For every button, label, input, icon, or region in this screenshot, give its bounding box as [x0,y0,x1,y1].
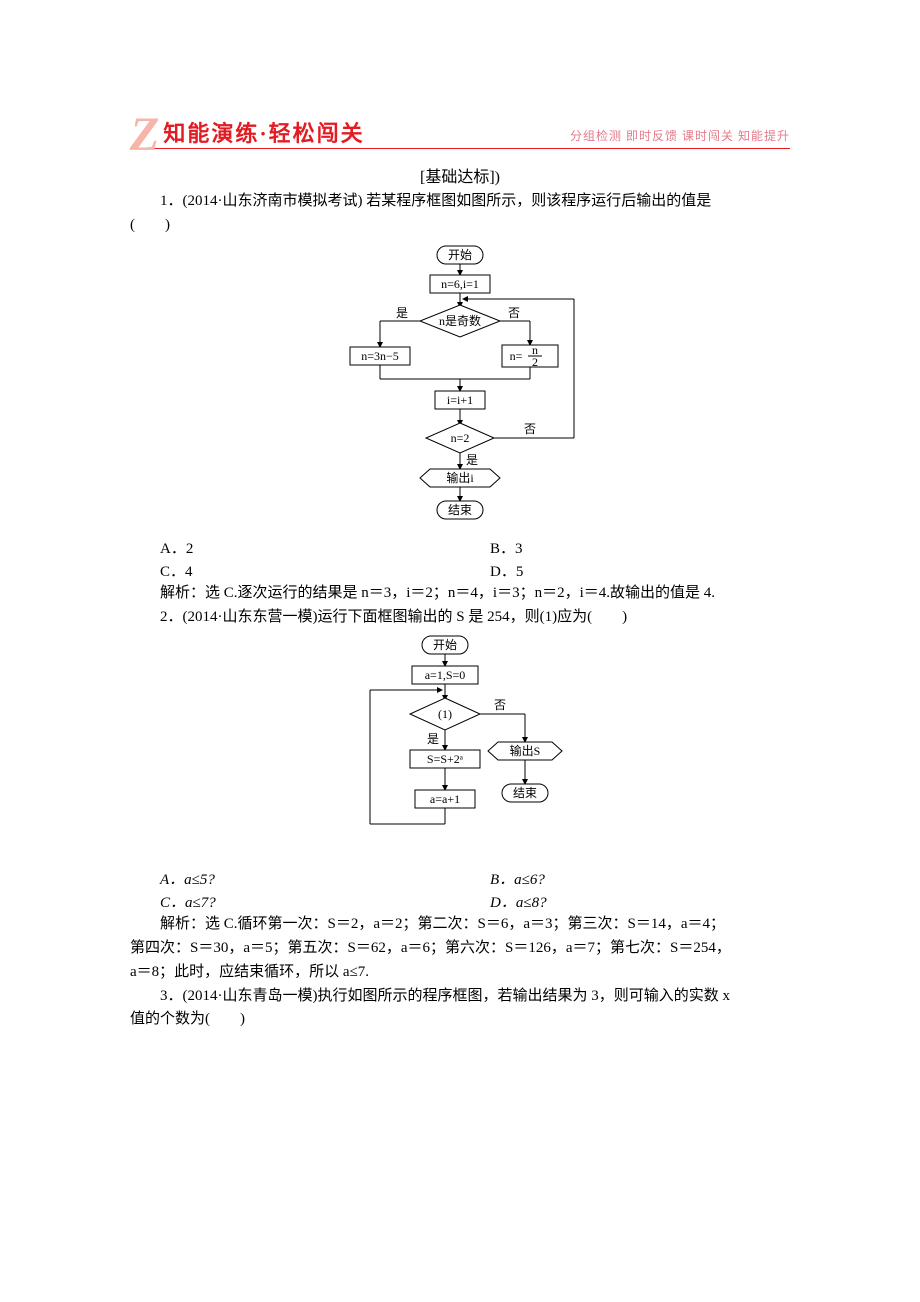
header-title: 知能演练·轻松闯关 [163,116,364,148]
q2-flowchart: 开始 a=1,S=0 (1) 否 输出S 结束 是 S=S+2ᵃ a=a+1 [340,632,580,862]
q1-options-row2: C．4 D．5 [130,560,790,581]
svg-text:开始: 开始 [433,638,457,652]
svg-text:n=: n= [510,349,523,363]
q1-option-b: B．3 [460,537,790,558]
svg-text:输出S: 输出S [510,743,541,758]
q2-options-row2: C．a≤7? D．a≤8? [130,891,790,912]
svg-text:开始: 开始 [448,248,472,262]
q2-option-b: B．a≤6? [460,868,790,889]
q2-option-d: D．a≤8? [460,891,790,912]
header-z-char: Z [130,116,159,154]
q2-option-a: A．a≤5? [130,868,460,889]
q2-analysis-line3: a＝8；此时，应结束循环，所以 a≤7. [130,962,790,984]
svg-text:n是奇数: n是奇数 [439,313,481,328]
q1-stem-line2: ( ) [130,215,790,237]
svg-text:否: 否 [494,698,506,712]
q1-option-d: D．5 [460,560,790,581]
q2-stem: 2．(2014·山东东营一模)运行下面框图输出的 S 是 254，则(1)应为(… [130,607,790,629]
svg-text:n=2: n=2 [451,431,470,445]
svg-text:输出i: 输出i [446,470,474,485]
svg-text:n=6,i=1: n=6,i=1 [441,277,479,291]
q1-analysis: 解析：选 C.逐次运行的结果是 n＝3，i＝2；n＝4，i＝3；n＝2，i＝4.… [130,583,790,605]
svg-text:结束: 结束 [448,503,472,517]
svg-text:否: 否 [508,306,520,320]
q2-analysis-line1: 解析：选 C.循环第一次：S＝2，a＝2；第二次：S＝6，a＝3；第三次：S＝1… [130,914,790,936]
svg-text:(1): (1) [438,707,452,721]
svg-text:是: 是 [396,306,408,320]
header-row: Z 知能演练·轻松闯关 分组检测 即时反馈 课时闯关 知能提升 [130,110,790,149]
q2-analysis-line2: 第四次：S＝30，a＝5；第五次：S＝62，a＝6；第六次：S＝126，a＝7；… [130,938,790,960]
q3-stem-line2: 值的个数为( ) [130,1009,790,1031]
section-heading: [基础达标]) [130,163,790,187]
q1-option-c: C．4 [130,560,460,581]
q1-option-a: A．2 [130,537,460,558]
q2-options-row1: A．a≤5? B．a≤6? [130,868,790,889]
q1-stem-line1: 1．(2014·山东济南市模拟考试) 若某程序框图如图所示，则该程序运行后输出的… [130,191,790,213]
svg-text:是: 是 [466,453,478,467]
svg-text:S=S+2ᵃ: S=S+2ᵃ [427,752,464,766]
q2-option-c: C．a≤7? [130,891,460,912]
q3-stem-line1: 3．(2014·山东青岛一模)执行如图所示的程序框图，若输出结果为 3，则可输入… [130,986,790,1008]
q1-options-row1: A．2 B．3 [130,537,790,558]
svg-text:否: 否 [524,422,536,436]
svg-text:结束: 结束 [513,786,537,800]
svg-text:a=1,S=0: a=1,S=0 [425,668,466,682]
svg-text:i=i+1: i=i+1 [447,393,473,407]
svg-text:是: 是 [427,732,439,746]
q1-flowchart: 开始 n=6,i=1 n是奇数 是 n=3n−5 否 n= n 2 i=i+1 [330,241,590,531]
page: Z 知能演练·轻松闯关 分组检测 即时反馈 课时闯关 知能提升 [基础达标]) … [0,0,920,1093]
svg-text:a=a+1: a=a+1 [430,792,460,806]
svg-text:2: 2 [532,355,538,369]
header-subtitle: 分组检测 即时反馈 课时闯关 知能提升 [570,127,790,148]
svg-text:n=3n−5: n=3n−5 [361,349,399,363]
